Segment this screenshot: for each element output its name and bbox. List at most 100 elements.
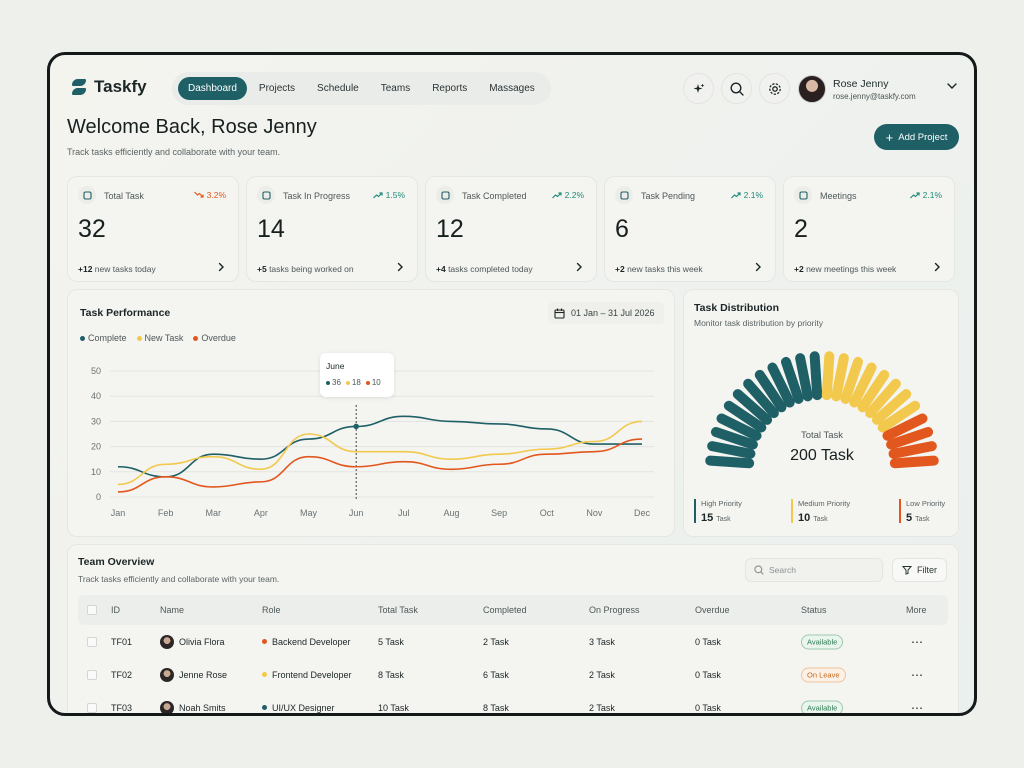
chevron-right-icon[interactable]: [395, 262, 405, 272]
cell-completed: 8 Task: [483, 702, 509, 713]
add-project-button[interactable]: + Add Project: [874, 124, 959, 150]
main-nav: Dashboard Projects Schedule Teams Report…: [172, 72, 551, 105]
cell-id: TF03: [111, 702, 133, 713]
nav-dashboard[interactable]: Dashboard: [178, 77, 247, 100]
gauge-segment-high-priority: [710, 426, 758, 450]
filter-button[interactable]: Filter: [892, 558, 947, 582]
document-icon: [78, 186, 96, 204]
column-header[interactable]: Total Task: [378, 605, 418, 615]
date-range-picker[interactable]: 01 Jan – 31 Jul 2026: [548, 302, 664, 324]
nav-reports[interactable]: Reports: [432, 83, 468, 94]
chevron-right-icon[interactable]: [932, 262, 942, 272]
tooltip-complete: 36: [332, 378, 341, 387]
table-row[interactable]: TF03 Noah Smits UI/UX Designer 10 Task 8 Tas…: [78, 691, 948, 715]
user-name: Rose Jenny: [833, 77, 889, 90]
chevron-right-icon[interactable]: [216, 262, 226, 272]
gauge-segment-high-priority: [723, 400, 767, 433]
gauge-segment-high-priority: [743, 378, 779, 419]
sparkle-button[interactable]: [683, 73, 714, 104]
column-header[interactable]: Role: [262, 605, 281, 615]
chevron-right-icon[interactable]: [753, 262, 763, 272]
row-checkbox[interactable]: [87, 702, 97, 713]
stat-card-meetings[interactable]: Meetings 2.1% 2 +2 new meetings this week: [783, 176, 955, 282]
gauge-segment-low-priority: [886, 426, 934, 450]
row-checkbox[interactable]: [87, 636, 97, 647]
chat-icon: [615, 186, 633, 204]
column-header[interactable]: Completed: [483, 605, 527, 615]
gauge-segment-medium-priority: [849, 362, 877, 408]
distribution-title: Task Distribution: [694, 302, 779, 314]
total-task-value: 200 Task: [790, 447, 854, 464]
stat-trend: 2.1%: [909, 190, 942, 200]
row-checkbox[interactable]: [87, 669, 97, 680]
series-line-overdue: [117, 438, 643, 493]
cell-progress: 2 Task: [589, 669, 615, 680]
tooltip-values: 36 18 10: [326, 378, 381, 387]
table-row[interactable]: TF01 Olivia Flora Backend Developer 5 Task 2…: [78, 625, 948, 658]
team-table: ID Name Role Total Task Completed On Progress…: [78, 595, 948, 715]
trend-down-icon: [193, 191, 204, 198]
logo[interactable]: Taskfy: [70, 77, 147, 97]
column-header[interactable]: On Progress: [589, 605, 640, 615]
chevron-right-icon[interactable]: [574, 262, 584, 272]
stat-label: Task Completed: [462, 191, 527, 201]
tooltip-month: June: [326, 361, 345, 371]
stat-card-task-pending[interactable]: Task Pending 2.1% 6 +2 new tasks this week: [604, 176, 776, 282]
more-icon[interactable]: ⋯: [911, 634, 924, 649]
search-icon: [754, 565, 764, 575]
more-icon[interactable]: ⋯: [911, 667, 924, 682]
gauge-segment-medium-priority: [821, 351, 835, 401]
team-overview-card: Team Overview Track tasks efficiently an…: [67, 544, 959, 715]
more-icon[interactable]: ⋯: [911, 700, 924, 715]
gauge-segment-high-priority: [780, 356, 804, 404]
app-name: Taskfy: [94, 77, 147, 96]
date-range-text: 01 Jan – 31 Jul 2026: [571, 308, 655, 318]
nav-schedule[interactable]: Schedule: [317, 83, 359, 94]
settings-button[interactable]: [759, 73, 790, 104]
add-project-label: Add Project: [898, 131, 948, 143]
cell-progress: 2 Task: [589, 702, 615, 713]
table-row[interactable]: TF02 Jenne Rose Frontend Developer 8 Task 6 …: [78, 658, 948, 691]
user-menu[interactable]: Rose Jenny rose.jenny@taskfy.com: [798, 72, 958, 106]
team-search[interactable]: Search: [745, 558, 883, 582]
y-tick-label: 40: [91, 391, 101, 401]
stat-value: 2: [794, 215, 808, 243]
search-placeholder: Search: [769, 565, 796, 575]
x-tick-label: Jun: [349, 508, 364, 518]
trend-up-icon: [551, 192, 562, 199]
y-tick-label: 10: [91, 467, 101, 477]
gauge-segment-high-priority: [732, 389, 773, 425]
nav-teams[interactable]: Teams: [380, 83, 411, 94]
stat-card-task-completed[interactable]: Task Completed 2.2% 12 +4 tasks completed t…: [425, 176, 597, 282]
cell-name: Jenne Rose: [160, 667, 227, 682]
nav-projects[interactable]: Projects: [258, 83, 296, 94]
select-all-checkbox[interactable]: [87, 605, 97, 615]
table-header: ID Name Role Total Task Completed On Progress…: [78, 595, 948, 625]
stat-trend: 1.5%: [372, 190, 405, 200]
column-header[interactable]: ID: [111, 605, 120, 615]
user-email: rose.jenny@taskfy.com: [833, 91, 916, 101]
performance-title: Task Performance: [80, 307, 171, 319]
total-task-label: Total Task: [800, 430, 844, 441]
trend-up-icon: [909, 192, 920, 199]
avatar: [798, 75, 826, 103]
x-tick-label: Feb: [158, 508, 174, 518]
check-circle-icon: [436, 186, 454, 204]
plus-icon: +: [885, 129, 894, 145]
stat-card-total-task[interactable]: Total Task 3.2% 32 +12 new tasks today: [67, 176, 239, 282]
chevron-down-icon[interactable]: [946, 80, 958, 92]
calendar-icon: [554, 308, 565, 319]
series-line-new-task: [117, 420, 643, 486]
status-badge: Available: [801, 700, 844, 713]
y-tick-label: 20: [91, 442, 101, 452]
column-header[interactable]: Name: [160, 605, 185, 615]
x-tick-label: Apr: [254, 508, 268, 518]
search-button[interactable]: [721, 73, 752, 104]
column-header[interactable]: More: [906, 605, 927, 615]
x-tick-label: Sep: [491, 508, 507, 518]
priority-gauge: [705, 351, 939, 469]
column-header[interactable]: Status: [801, 605, 827, 615]
column-header[interactable]: Overdue: [695, 605, 730, 615]
nav-massages[interactable]: Massages: [489, 83, 535, 94]
stat-card-task-in-progress[interactable]: Task In Progress 1.5% 14 +5 tasks being wor…: [246, 176, 418, 282]
